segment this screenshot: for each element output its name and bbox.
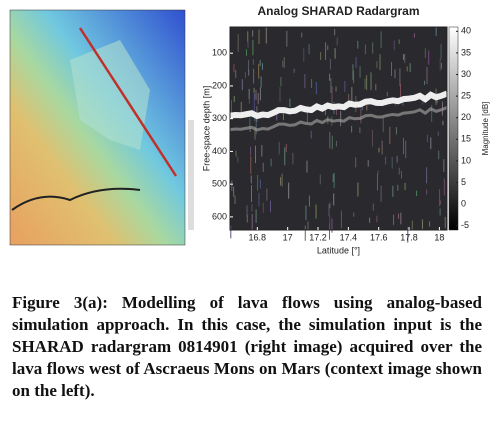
radargram: 16.8 17 17.2 17.4 17.6 17.8 181002003004005006…: [201, 4, 490, 255]
x-tick-label: 16.8: [249, 232, 267, 242]
colorbar-tick-label: 10: [461, 155, 471, 165]
colorbar-tick-label: 35: [461, 47, 471, 57]
figure: 16.8 17 17.2 17.4 17.6 17.8 181002003004005006…: [9, 4, 490, 255]
x-tick-label: 17.4: [340, 232, 358, 242]
colorbar-tick-label: 0: [461, 198, 466, 208]
reflector-2: [229, 106, 448, 132]
colorbar-tick-label: 40: [461, 26, 471, 36]
x-tick-label: 18: [434, 232, 444, 242]
figure-caption: Figure 3(a): Modelling of lava flows usi…: [12, 293, 482, 400]
reflector: [229, 90, 449, 120]
y-tick-label: 300: [212, 113, 227, 123]
plot-frame: [229, 26, 448, 231]
colorbar-label: Magnitude [dB]: [481, 102, 490, 156]
colorbar-tick-label: 25: [461, 90, 471, 100]
x-axis-label: Latitude [°]: [317, 245, 360, 255]
colorbar-tick-label: 20: [461, 112, 471, 122]
chart-title: Analog SHARAD Radargram: [257, 4, 419, 18]
y-tick-label: 100: [212, 48, 227, 58]
x-tick-label: 17: [283, 232, 293, 242]
y-tick-label: 200: [212, 80, 227, 90]
colorbar-tick-label: 15: [461, 134, 471, 144]
y-tick-label: 600: [212, 211, 227, 221]
context-map: [9, 9, 194, 246]
colorbar-tick-label: 30: [461, 69, 471, 79]
y-tick-label: 400: [212, 146, 227, 156]
y-tick-label: 500: [212, 179, 227, 189]
x-tick-label: 17.8: [400, 232, 418, 242]
x-tick-label: 17.6: [370, 232, 388, 242]
colorbar-tick-label: 5: [461, 177, 466, 187]
y-axis-label: Free-space depth [m]: [201, 86, 211, 172]
x-tick-label: 17.2: [309, 232, 327, 242]
colorbar: [448, 26, 459, 231]
colorbar-tick-label: -5: [461, 220, 469, 230]
